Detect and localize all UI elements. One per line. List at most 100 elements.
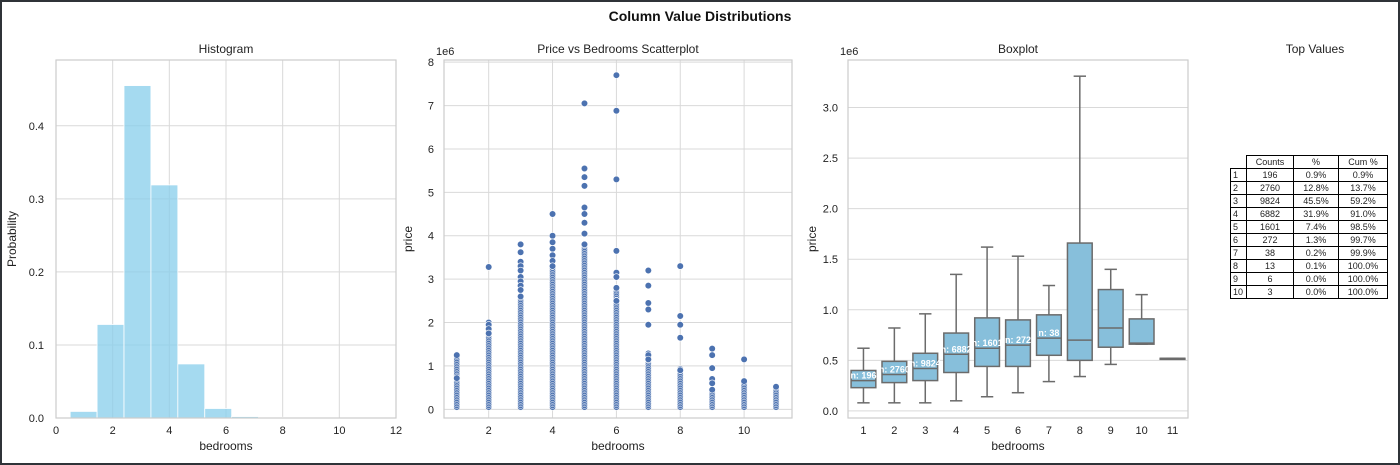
- table-row: 5 1601 7.4% 98.5%: [1230, 220, 1388, 234]
- row-index-cell: 5: [1230, 220, 1247, 234]
- scatter-point: [517, 286, 525, 294]
- histogram-xtick-label: 10: [333, 425, 345, 437]
- boxplot-frame: [847, 59, 1189, 419]
- boxplot-xtick-label: 6: [1015, 425, 1021, 437]
- boxplot-ytick-label: 3.0: [823, 103, 838, 115]
- table-cell: 38: [1246, 246, 1294, 260]
- histogram-title: Histogram: [199, 42, 254, 56]
- histogram-ytick-label: 0.3: [29, 194, 44, 206]
- scatter-point: [644, 266, 652, 275]
- histogram-xtick-label: 4: [166, 425, 172, 437]
- scatter-offset-text: 1e6: [436, 46, 454, 58]
- histogram-ylabel: Probability: [5, 211, 19, 267]
- scatter-xtick-label: 6: [613, 425, 619, 437]
- histogram-xtick-label: 8: [280, 425, 286, 437]
- table-row: 6 272 1.3% 99.7%: [1230, 233, 1388, 247]
- boxplot-count-label: n: 9824: [910, 358, 941, 368]
- scatter-point: [708, 386, 716, 394]
- boxplot-ytick-label: 1.0: [823, 305, 838, 317]
- boxplot-xtick-label: 3: [922, 425, 928, 437]
- boxplot-box: [881, 360, 908, 384]
- boxplot-xtick-label: 9: [1108, 425, 1114, 437]
- table-cell: 31.9%: [1293, 207, 1339, 221]
- histogram-xtick-label: 12: [390, 425, 402, 437]
- boxplot-box: [1035, 314, 1063, 357]
- column-header: Cum %: [1338, 155, 1388, 169]
- boxplot-ytick-label: 0.0: [823, 406, 838, 418]
- table-cell: 6: [1246, 272, 1294, 286]
- row-index-cell: 9: [1230, 272, 1247, 286]
- scatter-point: [580, 210, 589, 218]
- row-index-cell: 6: [1230, 233, 1247, 247]
- table-row: 9 6 0.0% 100.0%: [1230, 272, 1388, 286]
- table-cell: 1.3%: [1293, 233, 1339, 247]
- row-index-cell: 10: [1230, 285, 1247, 299]
- boxplot-box: [1004, 319, 1032, 368]
- scatter-ytick-label: 6: [428, 144, 434, 156]
- boxplot-box: [943, 332, 970, 374]
- histogram-ytick-label: 0.2: [29, 267, 44, 279]
- scatter-xlabel: bedrooms: [591, 439, 644, 453]
- scatter-point: [580, 164, 589, 173]
- boxplot-ytick-label: 1.5: [823, 254, 838, 266]
- scatter-point: [612, 175, 621, 183]
- boxplot-box: [850, 369, 877, 389]
- scatter-ytick-label: 3: [428, 274, 434, 286]
- scatter-point: [580, 240, 589, 249]
- table-cell: 196: [1246, 168, 1294, 182]
- scatter-point: [612, 297, 621, 305]
- scatter-point: [580, 99, 589, 107]
- scatter-point: [676, 321, 684, 329]
- scatter-point: [644, 321, 652, 329]
- boxplot-xtick-label: 11: [1167, 425, 1178, 437]
- table-cell: 6882: [1246, 207, 1294, 221]
- scatter-ytick-label: 2: [428, 318, 434, 330]
- scatter-point: [708, 351, 716, 359]
- scatter-ytick-label: 0: [428, 404, 434, 416]
- scatter-point: [644, 355, 652, 364]
- histogram-bar: [204, 408, 233, 419]
- row-index-cell: 4: [1230, 207, 1247, 221]
- table-cell: 99.9%: [1338, 246, 1388, 260]
- table-row: 7 38 0.2% 99.9%: [1230, 246, 1388, 260]
- boxplot-count-label: n: 38: [1038, 328, 1059, 338]
- scatter-point: [580, 219, 589, 227]
- scatter-point: [580, 173, 589, 181]
- table-header-row: Counts % Cum %: [1231, 155, 1388, 169]
- histogram-bar: [69, 411, 98, 419]
- table-cell: 98.5%: [1338, 220, 1388, 234]
- table-cell: 0.0%: [1293, 285, 1339, 299]
- top-values-table: Counts % Cum % 1 196 0.9% 0.9% 2 2760 12.8% 13.…: [1230, 155, 1388, 299]
- histogram-ytick-label: 0.1: [29, 340, 44, 352]
- scatter-point: [612, 107, 621, 115]
- boxplot-count-label: n: 272: [1005, 335, 1031, 345]
- histogram-xtick-label: 6: [223, 425, 229, 437]
- histogram-bar: [150, 184, 179, 419]
- table-cell: 9824: [1246, 194, 1294, 208]
- scatter-ytick-label: 7: [428, 101, 434, 113]
- table-cell: 100.0%: [1338, 285, 1388, 299]
- row-index-cell: 3: [1230, 194, 1247, 208]
- histogram-frame: [55, 59, 397, 419]
- scatter-point: [612, 247, 621, 255]
- column-header: Counts: [1246, 155, 1294, 169]
- scatter-point: [580, 229, 589, 238]
- scatter-point: [517, 292, 525, 301]
- boxplot-box: [973, 317, 1001, 368]
- histogram-ytick-label: 0.0: [29, 413, 44, 425]
- boxplot-ytick-label: 2.0: [823, 204, 838, 216]
- histogram-ytick-label: 0.4: [29, 121, 44, 133]
- boxplot-xtick-label: 5: [984, 425, 990, 437]
- table-cell: 100.0%: [1338, 272, 1388, 286]
- scatter-point: [453, 351, 461, 359]
- boxplot-xtick-label: 2: [891, 425, 897, 437]
- scatter-point: [644, 282, 652, 290]
- boxplot-offset-text: 1e6: [840, 46, 858, 58]
- table-corner: [1231, 156, 1247, 169]
- histogram-bar: [96, 324, 125, 419]
- table-cell: 0.0%: [1293, 272, 1339, 286]
- boxplot-count-label: n: 6882: [941, 344, 972, 354]
- histogram-xlabel: bedrooms: [199, 439, 252, 453]
- scatter-point: [708, 344, 716, 353]
- scatter-point: [612, 273, 621, 281]
